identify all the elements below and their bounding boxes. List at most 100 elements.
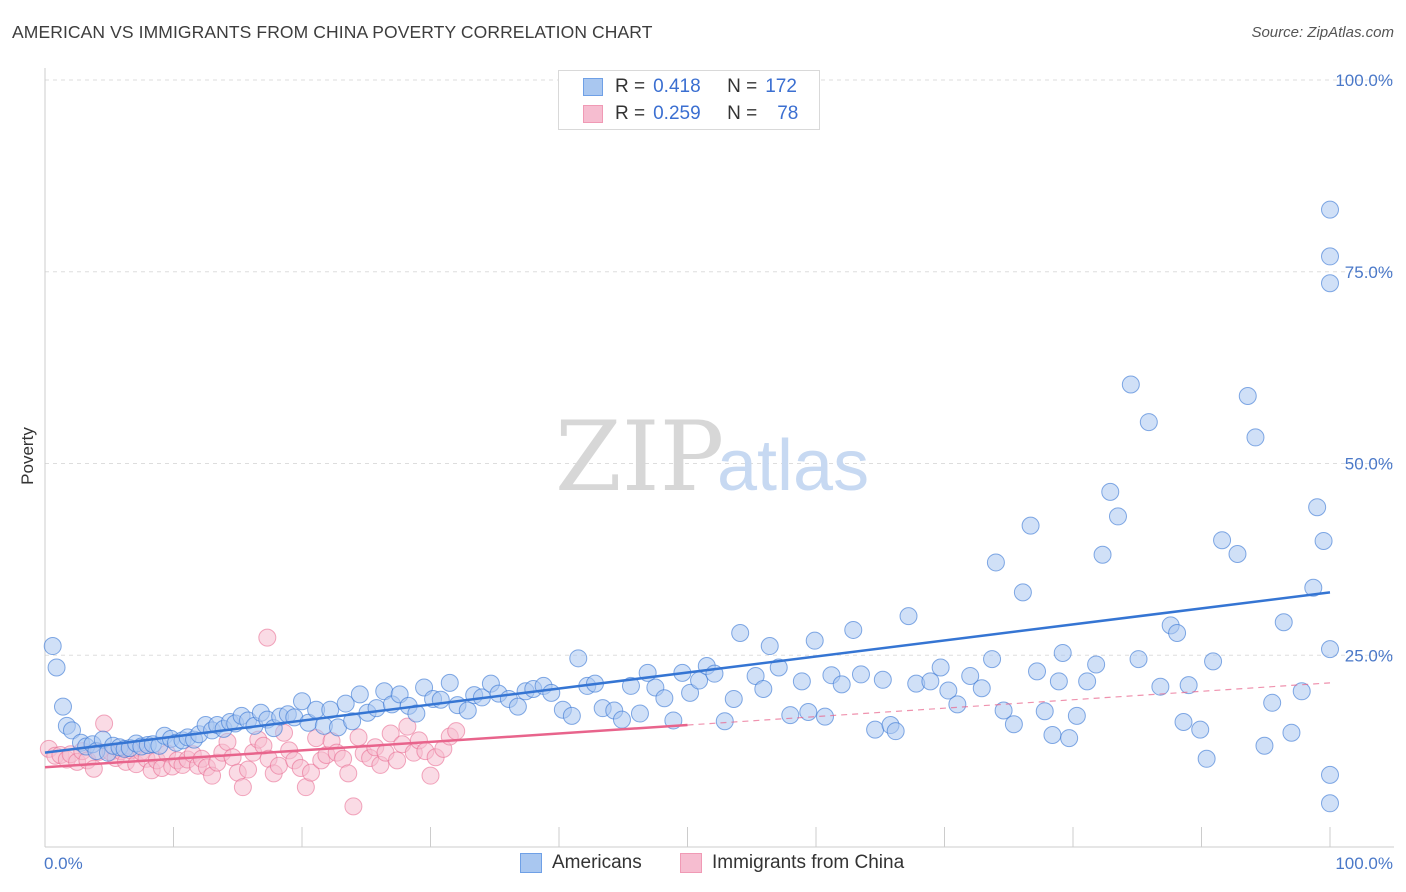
data-point-immigrants	[239, 760, 258, 779]
legend-label-americans: Americans	[552, 852, 642, 873]
data-point-americans	[1151, 677, 1170, 696]
stats-row-immigrants: R = 0.259 N = 78	[583, 103, 799, 125]
data-point-americans	[1228, 545, 1247, 564]
data-point-americans	[994, 701, 1013, 720]
data-point-americans	[1292, 682, 1311, 701]
data-point-americans	[1060, 729, 1079, 748]
data-point-americans	[431, 690, 450, 709]
data-point-americans	[1304, 578, 1323, 597]
data-point-americans	[1308, 498, 1327, 517]
data-point-americans	[1121, 375, 1140, 394]
data-point-americans	[1179, 676, 1198, 695]
legend-label-immigrants: Immigrants from China	[712, 852, 905, 873]
data-point-americans	[407, 704, 426, 723]
stats-r-value: 0.259	[653, 103, 701, 124]
data-point-americans	[1274, 613, 1293, 632]
data-point-americans	[961, 666, 980, 685]
data-point-americans	[1078, 672, 1097, 691]
stats-r-value: 0.418	[653, 76, 701, 97]
data-point-americans	[886, 722, 905, 741]
y-tick-label: 100.0%	[1335, 71, 1393, 90]
data-point-americans	[866, 720, 885, 739]
stats-r-label: R =	[615, 76, 646, 97]
data-point-americans	[983, 650, 1002, 669]
data-point-americans	[921, 672, 940, 691]
data-point-americans	[792, 672, 811, 691]
data-point-americans	[367, 699, 386, 718]
data-point-americans	[1321, 274, 1339, 293]
data-point-americans	[53, 697, 72, 716]
data-point-americans	[458, 701, 477, 720]
watermark: ZIP atlas	[555, 401, 869, 513]
data-point-immigrants	[447, 722, 466, 741]
data-point-americans	[1093, 545, 1112, 564]
trend-line-immigrants	[44, 723, 688, 769]
data-point-immigrants	[344, 797, 363, 816]
data-point-americans	[630, 704, 649, 723]
data-point-immigrants	[421, 766, 440, 785]
data-point-americans	[1013, 583, 1032, 602]
data-point-immigrants	[381, 724, 400, 743]
data-point-immigrants	[339, 764, 358, 783]
data-point-americans	[972, 679, 991, 698]
data-point-americans	[832, 675, 851, 694]
data-point-americans	[715, 712, 734, 731]
data-point-americans	[1204, 652, 1223, 671]
data-point-americans	[939, 681, 958, 700]
stats-swatch-americans	[583, 78, 603, 96]
data-point-americans	[350, 685, 369, 704]
watermark-atlas: atlas	[717, 426, 869, 506]
data-point-americans	[1035, 702, 1054, 721]
data-point-immigrants	[223, 748, 242, 767]
x-tick-label: 0.0%	[44, 854, 83, 873]
data-point-americans	[1004, 715, 1023, 734]
source-label: Source: ZipAtlas.com	[1251, 24, 1394, 41]
data-point-americans	[754, 679, 773, 698]
data-point-americans	[1314, 531, 1333, 550]
data-point-americans	[681, 683, 700, 702]
y-tick-label: 50.0%	[1345, 455, 1393, 474]
series-legend: Americans Immigrants from China	[0, 852, 1406, 876]
data-point-immigrants	[258, 628, 277, 647]
data-point-immigrants	[388, 751, 407, 770]
legend-item-immigrants[interactable]: Immigrants from China	[680, 852, 904, 874]
axes	[44, 68, 1394, 848]
data-point-americans	[612, 710, 631, 729]
data-point-americans	[293, 692, 311, 711]
data-point-americans	[562, 706, 581, 725]
data-point-americans	[1108, 507, 1127, 526]
data-point-americans	[986, 553, 1005, 572]
data-point-americans	[1139, 413, 1158, 432]
data-point-americans	[1255, 736, 1274, 755]
data-point-americans	[43, 637, 62, 656]
data-point-americans	[1321, 247, 1339, 266]
data-point-americans	[1238, 387, 1257, 406]
data-point-americans	[1246, 428, 1265, 447]
legend-swatch-immigrants	[680, 853, 702, 873]
data-point-americans	[1021, 516, 1040, 535]
data-point-americans	[931, 658, 950, 677]
trend-line-immigrants-extension	[687, 682, 1331, 726]
data-point-americans	[621, 676, 640, 695]
stats-r-label: R =	[615, 103, 646, 124]
data-point-americans	[1053, 643, 1072, 662]
y-tick-label: 25.0%	[1345, 646, 1393, 665]
axis-labels: 25.0% 50.0% 75.0% 100.0% 0.0% 100.0% Poverty	[18, 71, 1393, 873]
data-point-americans	[1321, 765, 1339, 784]
data-point-americans	[844, 620, 863, 639]
data-point-americans	[1067, 706, 1086, 725]
data-point-americans	[1028, 662, 1047, 681]
watermark-zip: ZIP	[555, 401, 724, 513]
data-point-americans	[508, 697, 527, 716]
stats-n-value: 78	[777, 103, 799, 124]
legend-item-americans[interactable]: Americans	[520, 852, 642, 874]
data-point-americans	[781, 706, 800, 725]
trend-lines	[44, 591, 1331, 769]
data-point-americans	[62, 721, 81, 740]
data-point-americans	[731, 624, 750, 643]
data-point-americans	[1213, 531, 1232, 550]
data-point-americans	[336, 694, 355, 713]
data-point-americans	[1321, 640, 1339, 659]
data-point-americans	[873, 670, 892, 689]
